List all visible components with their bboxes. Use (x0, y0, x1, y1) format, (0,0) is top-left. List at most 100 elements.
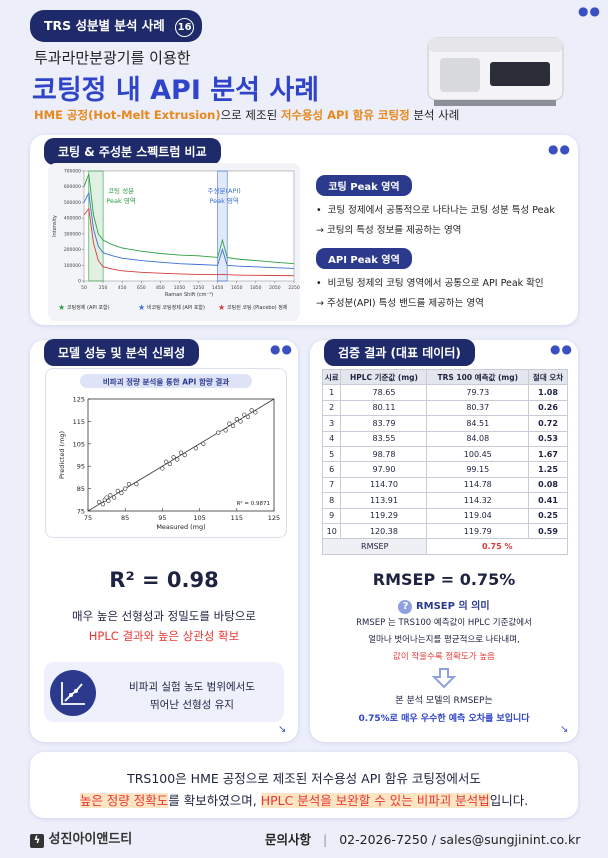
badge-text: TRS 성분별 분석 사례 (44, 18, 165, 33)
data-point (167, 461, 172, 467)
table-row: 8 113.91 114.32 0.41 (321, 492, 568, 509)
scatter-chart: 비파괴 정량 분석을 통한 API 함량 결과 75 85 95 105 115 125 75… (45, 368, 287, 538)
table-cell: 114.70 (340, 476, 428, 494)
table-cell: 97.90 (340, 461, 428, 478)
error-cell: 1.25 (528, 461, 568, 478)
data-point (182, 452, 187, 458)
badge: TRS 성분별 분석 사례 16 (30, 10, 203, 42)
section-title: 모델 성능 및 분석 신뢰성 (44, 339, 200, 366)
decor-arrow: ↘ (560, 724, 569, 735)
table-cell: 9 (321, 507, 342, 524)
model-highlight: HPLC 결과와 높은 상관성 확보 (88, 629, 240, 643)
table-row: 4 83.55 84.08 0.53 (321, 430, 568, 447)
summary-text: 를 확보하였으며, (168, 793, 257, 808)
error-cell: 0.72 (528, 415, 568, 432)
x-tick-label: 1650 (231, 285, 243, 291)
table-cell: 78.65 (340, 384, 428, 401)
table: 시료 HPLC 기준값 (mg) TRS 100 예측값 (mg) 절대 오차 1 78.… (321, 368, 568, 555)
spectrum-line (83, 191, 295, 269)
x-tick-label: 50 (81, 285, 87, 291)
contact-label: 문의사항 (265, 832, 312, 847)
decor-dots: ●● (270, 342, 293, 356)
table-row: 5 98.78 100.45 1.67 (321, 445, 568, 463)
y-tick-label: 85 (77, 485, 85, 493)
note-line: 비파괴 실험 농도 범위에서도 (129, 681, 255, 693)
data-point (119, 490, 124, 496)
down-arrow (432, 668, 456, 689)
table-row: 6 97.90 99.15 1.25 (321, 461, 568, 478)
table-cell: 80.37 (426, 399, 530, 417)
data-point (234, 417, 239, 422)
meaning-line: RMSEP 는 TRS100 예측값이 HPLC 기준값에서 (356, 618, 532, 628)
error-cell: 0.08 (528, 476, 568, 494)
data-point (123, 486, 128, 491)
meaning-title: ? RMSEP 의 의미 (310, 597, 578, 614)
table-row: 3 83.79 84.51 0.72 (321, 415, 568, 432)
desc-highlight: 저수용성 API 함유 코팅정 (280, 108, 410, 122)
table-cell: 83.55 (340, 430, 428, 447)
decor-arrow: ↘ (278, 724, 287, 735)
region-label: 코팅 성분 (108, 186, 134, 195)
question-icon: ? (398, 600, 413, 614)
decor-dots: ●● (548, 142, 571, 156)
table-cell: 114.32 (426, 492, 530, 509)
table-cell: 99.15 (426, 461, 530, 478)
meaning-text: RMSEP 는 TRS100 예측값이 HPLC 기준값에서 얼마나 벗어나는지… (310, 615, 578, 666)
error-cell: 0.26 (528, 399, 568, 417)
table-cell: 7 (321, 476, 342, 494)
table-cell: 114.78 (426, 476, 530, 494)
y-tick-label: 500000 (64, 200, 81, 206)
x-tick-label: 125 (268, 514, 280, 522)
badge-number: 16 (175, 18, 195, 37)
legend-marker: ★ (218, 303, 225, 312)
table-cell: 8 (321, 492, 342, 509)
table-row: 2 80.11 80.37 0.26 (321, 399, 568, 417)
meaning-line: 얼마나 벗어나는지를 평균적으로 나타내며, (368, 635, 520, 645)
summary-highlight: HPLC 분석을 보완할 수 있는 비파괴 분석법 (260, 793, 490, 808)
legend-marker: ★ (58, 303, 65, 312)
logo-text: 성진아이앤드티 (48, 832, 133, 847)
table-row: 7 114.70 114.78 0.08 (321, 476, 568, 494)
table-row: 10 120.38 119.79 0.59 (321, 522, 568, 540)
error-cell: 1.67 (528, 445, 568, 463)
y-tick-label: 200000 (64, 247, 81, 253)
table-cell: 119.04 (426, 507, 530, 524)
data-point (178, 450, 184, 455)
data-point (253, 410, 258, 415)
linearity-icon (50, 670, 96, 716)
data-point (164, 459, 169, 464)
header-cell: HPLC 기준값 (mg) (340, 368, 428, 386)
section-title: 코팅 & 주성분 스펙트럼 비교 (44, 138, 221, 165)
table-cell: 10 (321, 522, 342, 540)
data-point (245, 414, 251, 420)
note-text: → 코팅의 특성 정보를 제공하는 영역 (316, 225, 462, 236)
subtitle: 투과라만분광기를 이용한 (34, 49, 191, 67)
table-cell: 119.79 (426, 522, 530, 540)
data-point (100, 502, 105, 507)
error-cell: 0.59 (528, 522, 568, 540)
data-point (171, 455, 176, 460)
title: 코팅정 내 API 분석 사례 (32, 75, 320, 106)
data-point (104, 495, 109, 500)
model-text: 매우 높은 선형성과 정밀도를 바탕으로 (72, 609, 256, 623)
header-cell: 절대 오차 (528, 368, 568, 386)
x-tick-label: 2050 (269, 285, 281, 291)
table-cell: 79.73 (426, 384, 530, 401)
table-cell: 98.78 (340, 445, 428, 463)
y-tick-label: 400000 (64, 216, 81, 222)
coating-tag: 코팅 Peak 영역 (316, 175, 412, 196)
logo-mark: ϟ (30, 834, 44, 848)
data-point (230, 423, 236, 428)
x-axis-label: Raman Shift (cm⁻¹) (165, 292, 213, 298)
x-tick-label: 85 (121, 514, 129, 522)
separator: | (323, 832, 328, 847)
data-point (134, 482, 139, 487)
note-text: 코팅 정제에서 공통적으로 나타나는 코팅 성분 특성 Peak (316, 202, 570, 216)
desc-text: 분석 사례 (413, 108, 460, 122)
result-table: 시료 HPLC 기준값 (mg) TRS 100 예측값 (mg) 절대 오차 1 78.… (321, 368, 568, 555)
table-cell: 6 (321, 461, 342, 478)
data-point (227, 421, 232, 426)
data-point (160, 466, 165, 471)
y-tick-label: 95 (77, 463, 85, 471)
